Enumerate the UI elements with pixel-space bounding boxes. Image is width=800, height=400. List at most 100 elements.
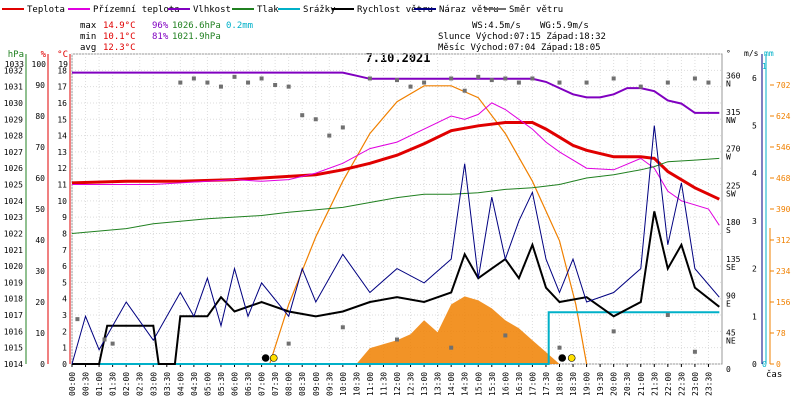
y-tick-temperature: 9 — [62, 213, 67, 222]
y-tick-humidity: 50 — [35, 205, 45, 214]
y-tick-pressure: 1029 — [4, 115, 23, 124]
x-tick-label: 02:00 — [122, 372, 131, 396]
y-tick-temperature: 7 — [62, 246, 67, 255]
y-tick-humidity: 70 — [35, 143, 45, 152]
wind-direction-point — [665, 313, 670, 318]
y-tick-direction: 315 — [726, 108, 741, 117]
x-tick-label: 23:30 — [704, 372, 713, 396]
wind-direction-point — [611, 76, 616, 81]
y-tick-direction: NW — [726, 116, 736, 125]
y-tick-direction: E — [726, 300, 731, 309]
legend-label: Vlhkost — [193, 5, 231, 15]
y-tick-rain: 1 — [762, 62, 767, 71]
y-tick-solar: 156 — [776, 298, 791, 307]
uv-fill-area — [356, 296, 560, 364]
x-tick-label: 06:00 — [231, 372, 240, 396]
x-tick-label: 18:30 — [569, 372, 578, 396]
wind-direction-point — [692, 76, 697, 81]
y-tick-humidity: 90 — [35, 81, 45, 90]
x-tick-label: 22:00 — [664, 372, 673, 396]
y-tick-temperature: 17 — [57, 83, 67, 92]
y-tick-temperature: 3 — [62, 311, 67, 320]
wind-direction-point — [489, 78, 494, 83]
x-tick-label: 22:30 — [677, 372, 686, 396]
wind-direction-point — [557, 345, 562, 350]
stat-min-temp: 10.1°C — [103, 32, 136, 42]
y-axis-unit-humidity: % — [41, 50, 47, 60]
series-line — [72, 211, 720, 365]
x-tick-label: 06:30 — [244, 372, 253, 396]
y-tick-direction: 270 — [726, 145, 741, 154]
wind-direction-point — [300, 113, 305, 118]
stat-wg: WG:5.9m/s — [540, 21, 589, 31]
stat-min-press: 1021.9hPa — [172, 32, 221, 42]
x-tick-label: 07:30 — [271, 372, 280, 396]
x-tick-label: 14:30 — [461, 372, 470, 396]
y-tick-solar: 624 — [776, 112, 791, 121]
y-tick-direction: SW — [726, 189, 736, 198]
x-tick-label: 09:30 — [325, 372, 334, 396]
wind-direction-point — [476, 74, 481, 79]
wind-direction-point — [246, 80, 251, 85]
wind-direction-point — [340, 125, 345, 130]
y-tick-direction: 0 — [726, 365, 731, 374]
stat-min-label: min — [80, 32, 96, 42]
stat-sun: Slunce Východ:07:15 Západ:18:32 — [438, 32, 606, 42]
x-tick-label: 03:00 — [149, 372, 158, 396]
series-line — [71, 157, 720, 234]
y-tick-pressure: 1020 — [4, 262, 23, 271]
y-axes: hPa1014101510161017101810191020102110221… — [4, 49, 791, 374]
y-tick-pressure: 1023 — [4, 213, 23, 222]
y-tick-temperature: 13 — [57, 148, 67, 157]
y-tick-temperature: 0 — [62, 360, 67, 369]
sun-moon-marker — [558, 354, 567, 362]
wind-direction-point — [286, 84, 291, 89]
y-tick-humidity: 0 — [40, 360, 45, 369]
x-tick-label: 20:00 — [610, 372, 619, 396]
series-line — [71, 121, 720, 201]
y-tick-humidity: 80 — [35, 112, 45, 121]
y-tick-direction: NE — [726, 336, 736, 345]
y-tick-temperature: 4 — [62, 295, 67, 304]
wind-direction-point — [232, 74, 237, 79]
y-axis-unit-temperature: °C — [57, 50, 68, 60]
y-tick-pressure: 1031 — [4, 83, 23, 92]
y-tick-humidity: 10 — [35, 329, 45, 338]
y-axis-unit-rain: mm — [764, 49, 774, 58]
x-tick-label: 04:00 — [176, 372, 185, 396]
wind-direction-point — [503, 333, 508, 338]
y-axis-unit-wind: m/s — [744, 49, 759, 58]
stat-max-rain: 0.2mm — [226, 21, 253, 31]
y-tick-temperature: 2 — [62, 327, 67, 336]
wind-direction-point — [205, 80, 210, 85]
stat-max-press: 1026.6hPa — [172, 21, 221, 31]
y-tick-pressure: 1028 — [4, 132, 23, 141]
legend-label: Náraz větru — [439, 5, 499, 15]
sun-moon-marker — [261, 354, 270, 362]
y-tick-humidity-top: 100 — [32, 60, 47, 69]
x-tick-label: 05:00 — [203, 372, 212, 396]
wind-direction-point — [110, 341, 115, 346]
x-tick-label: 18:00 — [556, 372, 565, 396]
x-tick-label: 10:30 — [352, 372, 361, 396]
y-tick-solar: 0 — [776, 360, 781, 369]
wind-direction-point — [408, 84, 413, 89]
y-tick-solar: 78 — [776, 329, 786, 338]
y-tick-solar: 546 — [776, 143, 791, 152]
wind-direction-point — [286, 341, 291, 346]
y-tick-pressure: 1027 — [4, 148, 23, 157]
wind-direction-point — [530, 76, 535, 81]
stat-max-hum: 96% — [152, 21, 169, 31]
wind-direction-point — [638, 84, 643, 89]
x-tick-label: 00:30 — [82, 372, 91, 396]
y-tick-direction: S — [726, 226, 731, 235]
y-tick-humidity: 20 — [35, 298, 45, 307]
x-tick-label: 07:00 — [258, 372, 267, 396]
y-tick-solar: 702 — [776, 81, 791, 90]
y-tick-direction: 90 — [726, 292, 736, 301]
legend-label: Rychlost větru — [357, 5, 433, 15]
y-tick-wind: 5 — [752, 122, 757, 131]
x-tick-label: 01:30 — [109, 372, 118, 396]
x-tick-label: 14:00 — [447, 372, 456, 396]
